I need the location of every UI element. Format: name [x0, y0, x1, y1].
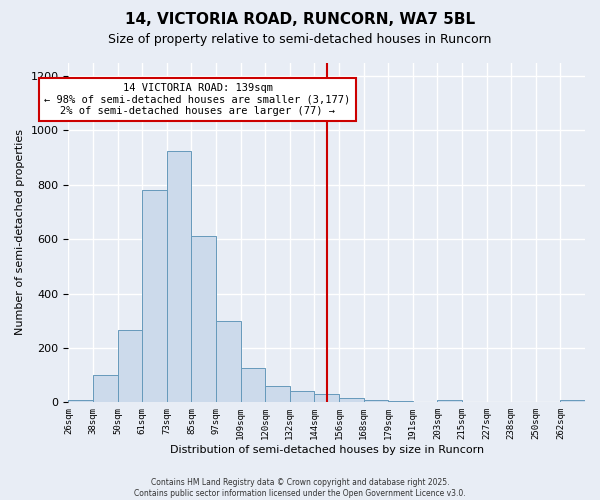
Bar: [265, 386, 290, 402]
Bar: [167, 151, 191, 403]
X-axis label: Distribution of semi-detached houses by size in Runcorn: Distribution of semi-detached houses by …: [170, 445, 484, 455]
Bar: [364, 400, 388, 402]
Bar: [290, 392, 314, 402]
Text: 14, VICTORIA ROAD, RUNCORN, WA7 5BL: 14, VICTORIA ROAD, RUNCORN, WA7 5BL: [125, 12, 475, 28]
Bar: [388, 401, 413, 402]
Bar: [216, 321, 241, 402]
Text: Contains HM Land Registry data © Crown copyright and database right 2025.
Contai: Contains HM Land Registry data © Crown c…: [134, 478, 466, 498]
Bar: [118, 330, 142, 402]
Bar: [191, 236, 216, 402]
Bar: [339, 398, 364, 402]
Y-axis label: Number of semi-detached properties: Number of semi-detached properties: [15, 130, 25, 336]
Text: Size of property relative to semi-detached houses in Runcorn: Size of property relative to semi-detach…: [109, 32, 491, 46]
Bar: [241, 368, 265, 402]
Bar: [314, 394, 339, 402]
Text: 14 VICTORIA ROAD: 139sqm
← 98% of semi-detached houses are smaller (3,177)
2% of: 14 VICTORIA ROAD: 139sqm ← 98% of semi-d…: [44, 83, 350, 116]
Bar: [93, 375, 118, 402]
Bar: [68, 400, 93, 402]
Bar: [437, 400, 462, 402]
Bar: [560, 400, 585, 402]
Bar: [142, 190, 167, 402]
